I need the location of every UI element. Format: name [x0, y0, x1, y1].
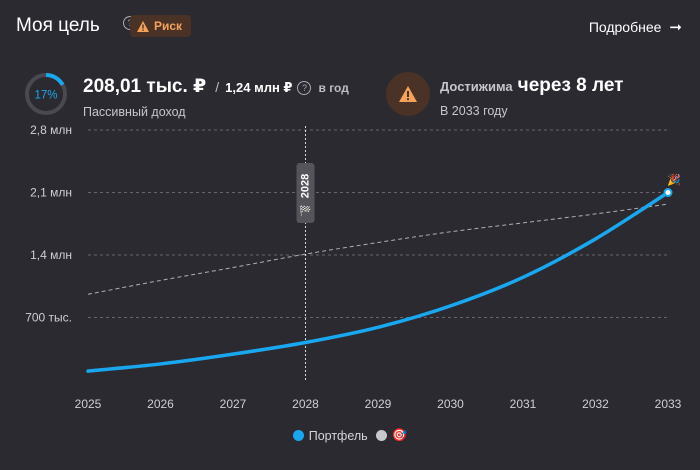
progress-label: 17%: [34, 90, 57, 102]
legend-dot-target: [375, 430, 387, 441]
goal-sub: В 2033 году: [440, 104, 508, 118]
details-link[interactable]: Подробнее ➞: [589, 18, 682, 36]
y-axis-labels: 700 тыс. 1,4 млн 2,1 млн 2,8 млн: [25, 123, 72, 325]
income-target: 1,24 млн ₽: [225, 80, 293, 95]
legend: Портфель 🎯: [0, 428, 700, 443]
x-tick-label: 2030: [437, 397, 464, 411]
marker-badge: [296, 163, 315, 223]
x-tick-label: 2026: [147, 397, 174, 411]
income-value: 208,01 тыс. ₽: [83, 76, 207, 97]
income-period: в год: [318, 81, 349, 95]
legend-item-portfolio[interactable]: Портфель: [292, 428, 368, 443]
y-tick-label: 700 тыс.: [25, 311, 72, 325]
details-link-label: Подробнее: [588, 19, 662, 35]
risk-badge[interactable]: Риск: [130, 15, 192, 37]
arrow-right-icon: ➞: [669, 19, 682, 36]
risk-badge-label: Риск: [154, 19, 183, 33]
y-tick-label: 2,8 млн: [30, 123, 72, 137]
progress-ring: 17%: [25, 73, 67, 115]
x-tick-label: 2032: [582, 397, 609, 411]
series: 🎉: [86, 174, 681, 373]
goal-block: Достижима через 8 лет В 2033 году: [440, 75, 623, 118]
legend-item-target[interactable]: 🎯: [375, 428, 408, 443]
legend-dot-portfolio: [292, 430, 304, 441]
end-point: [663, 188, 673, 197]
party-icon: 🎉: [667, 174, 681, 187]
x-tick-label: 2029: [365, 397, 392, 411]
page-title: Моя цель: [16, 15, 100, 36]
x-tick-label: 2031: [510, 397, 537, 411]
income-label: Пассивный доход: [83, 105, 186, 119]
warning-icon: [399, 86, 417, 102]
y-tick-label: 1,4 млн: [30, 248, 72, 262]
series-line-portfolio: [86, 190, 670, 373]
x-tick-label: 2028: [292, 397, 319, 411]
warning-badge: [386, 72, 430, 116]
goal-label: Достижима: [440, 79, 513, 94]
progress-arc: [25, 73, 67, 115]
goal-value: через 8 лет: [517, 75, 624, 96]
grid: [88, 129, 668, 318]
x-tick-label: 2025: [75, 397, 102, 411]
header: Моя цель ? Риск Подробнее ➞: [16, 12, 684, 42]
income-separator: /: [215, 79, 220, 95]
income-block: 208,01 тыс. ₽ / 1,24 млн ₽ ? в год Пасси…: [83, 75, 349, 119]
x-axis-labels: 2025 2026 2027 2028 2029 2030 2031 2032 2033: [75, 397, 682, 411]
stats-panel: 17% 208,01 тыс. ₽ / 1,24 млн ₽ ? в год П…: [24, 70, 684, 130]
marker-label: 2028: [299, 174, 311, 198]
x-tick-label: 2033: [655, 397, 682, 411]
warning-icon: [137, 20, 149, 32]
target-icon: 🎯: [391, 428, 408, 442]
y-tick-label: 2,1 млн: [30, 186, 72, 200]
year-marker: 2028 🏁: [296, 126, 315, 380]
help-icon[interactable]: ?: [297, 81, 312, 95]
legend-label-portfolio: Портфель: [308, 428, 368, 443]
finish-flag-icon: 🏁: [299, 204, 311, 217]
x-tick-label: 2027: [220, 397, 247, 411]
series-line-target: [87, 203, 669, 295]
